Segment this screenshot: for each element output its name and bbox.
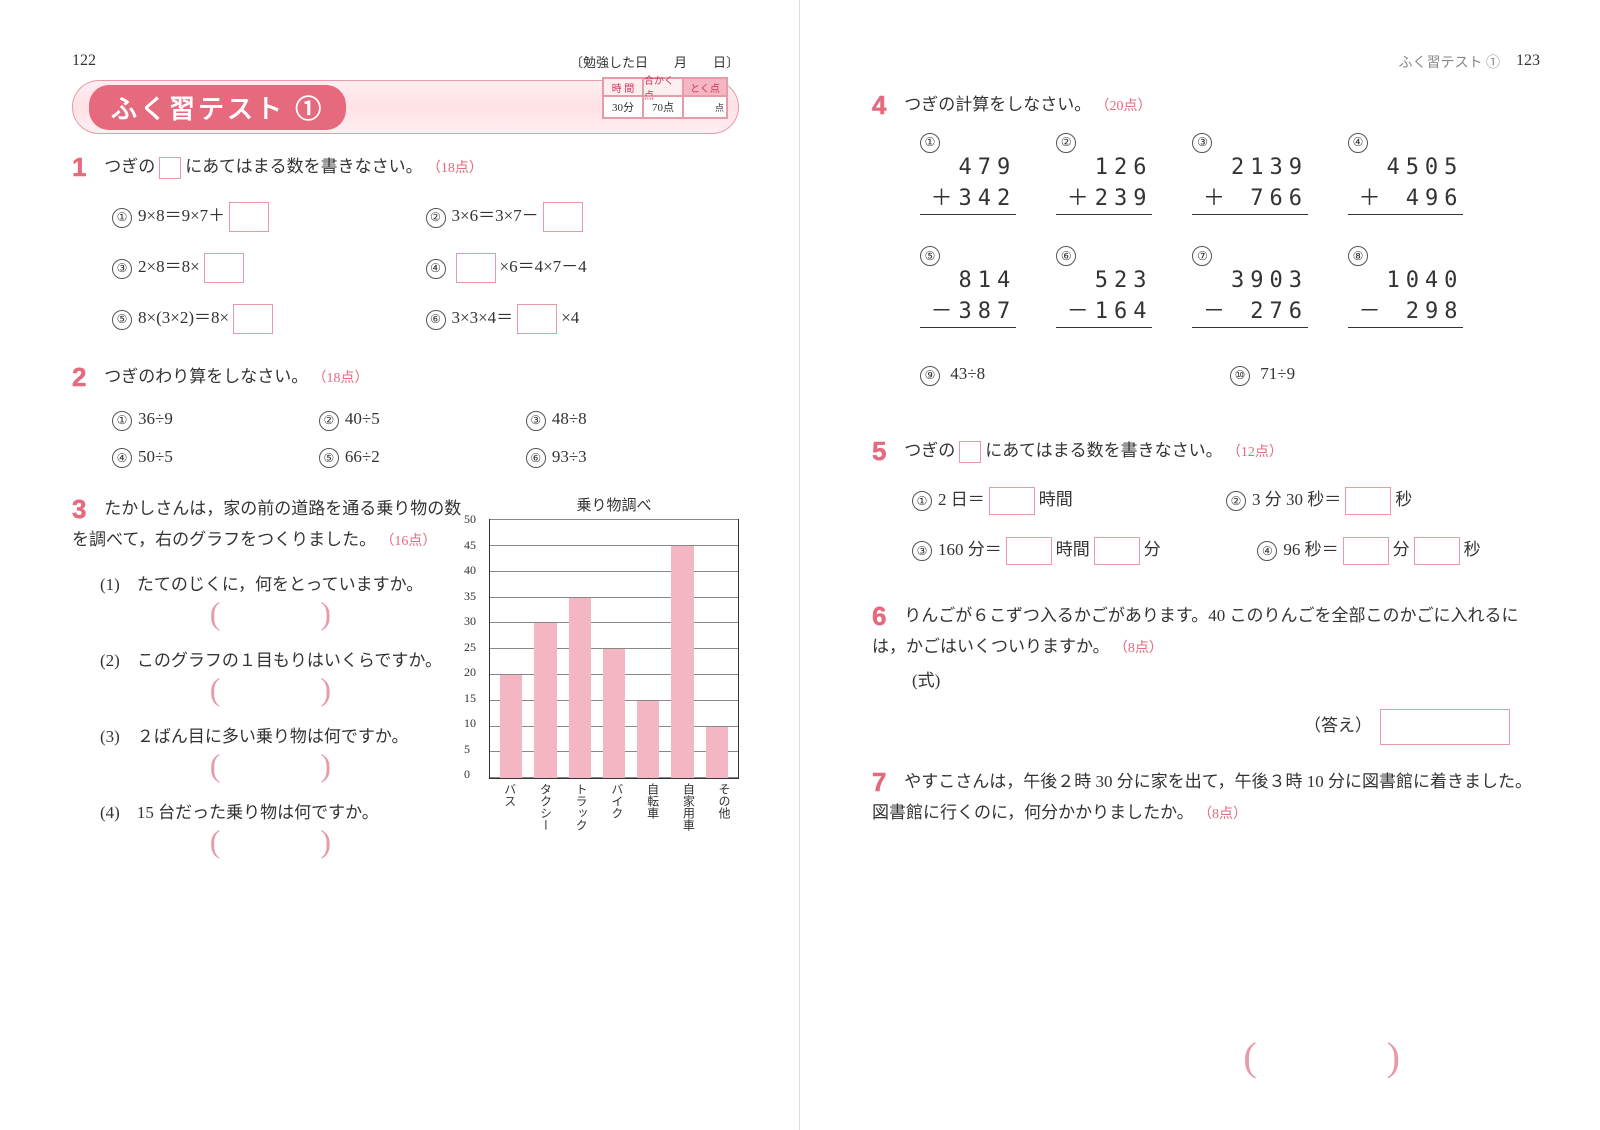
q3-number: 3 — [72, 494, 100, 525]
page-title: ふく習テスト ① — [89, 85, 346, 130]
page-123: ふく習テスト ① 123 4 つぎの計算をしなさい。 （20点） ① 479＋3… — [800, 0, 1600, 1130]
score-input[interactable]: 点 — [683, 96, 727, 118]
study-date: 〔勉強した日 月 日〕 — [570, 52, 739, 71]
question-1: 1 つぎのにあてはまる数を書きなさい。 （18点） ①9×8＝9×7＋ ②3×6… — [72, 152, 739, 344]
answer-box[interactable] — [517, 304, 557, 334]
answer-box[interactable] — [1380, 709, 1510, 745]
answer-box[interactable] — [1343, 537, 1389, 565]
answer-box[interactable] — [989, 487, 1035, 515]
page-number-left: 122 — [72, 52, 96, 70]
answer-box[interactable] — [233, 304, 273, 334]
answer-box[interactable] — [1006, 537, 1052, 565]
question-5: 5 つぎのにあてはまる数を書きなさい。 （12点） ①2 日＝時間 ②3 分 3… — [872, 436, 1540, 575]
title-bar: ふく習テスト ① 時 間 合かく点 とく点 30分 70点 点 — [72, 80, 739, 134]
q6-number: 6 — [872, 601, 900, 632]
q7-number: 7 — [872, 767, 900, 798]
question-2: 2 つぎのわり算をしなさい。 （18点） ①36÷9 ②40÷5 ③48÷8 ④… — [72, 362, 739, 476]
answer-box[interactable] — [1094, 537, 1140, 565]
q5-number: 5 — [872, 436, 900, 467]
question-4: 4 つぎの計算をしなさい。 （20点） ① 479＋342② 126＋239③ … — [872, 90, 1540, 396]
question-3: 3 たかしさんは，家の前の道路を通る乗り物の数を調べて，右のグラフをつくりました… — [72, 494, 739, 866]
header-label: ふく習テスト ① — [1399, 52, 1501, 72]
answer-paren[interactable] — [1243, 1033, 1530, 1080]
q1-number: 1 — [72, 152, 100, 183]
question-6: 6 りんごが６こずつ入るかごがあります。40 このりんごを全部このかごに入れるに… — [872, 601, 1540, 746]
formula-label: (式) — [912, 666, 1540, 691]
answer-box[interactable] — [229, 202, 269, 232]
page-number-right: 123 — [1516, 52, 1540, 70]
answer-paren[interactable] — [100, 671, 431, 708]
answer-paren[interactable] — [100, 747, 431, 784]
answer-box[interactable] — [1345, 487, 1391, 515]
q4-number: 4 — [872, 90, 900, 121]
blank-icon — [959, 441, 981, 463]
question-7: 7 やすこさんは，午後２時 30 分に家を出て，午後３時 10 分に図書館に着き… — [872, 767, 1540, 829]
answer-paren[interactable] — [100, 595, 431, 632]
x-axis: バスタクシートラックバイク自転車自家用車その他 — [489, 783, 739, 863]
answer-paren[interactable] — [100, 823, 431, 860]
vehicle-chart: (台) 乗り物調べ 50454035302520151050 バスタクシートラッ… — [489, 494, 739, 866]
q2-number: 2 — [72, 362, 100, 393]
score-box: 時 間 合かく点 とく点 30分 70点 点 — [602, 77, 728, 119]
blank-icon — [159, 157, 181, 179]
answer-box[interactable] — [543, 202, 583, 232]
answer-box[interactable] — [204, 253, 244, 283]
page-122: 122 〔勉強した日 月 日〕 ふく習テスト ① 時 間 合かく点 とく点 30… — [0, 0, 800, 1130]
answer-box[interactable] — [456, 253, 496, 283]
y-axis: 50454035302520151050 — [464, 512, 476, 782]
answer-box[interactable] — [1414, 537, 1460, 565]
